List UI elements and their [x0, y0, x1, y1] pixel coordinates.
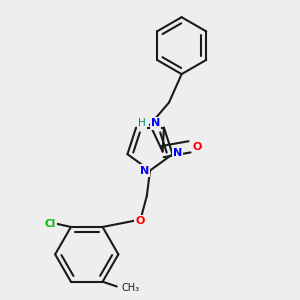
Text: N: N — [151, 118, 160, 128]
Text: O: O — [135, 216, 145, 226]
Text: CH₃: CH₃ — [122, 283, 140, 293]
Text: N: N — [140, 166, 149, 176]
Text: Cl: Cl — [45, 219, 56, 229]
Text: N: N — [173, 148, 182, 158]
Text: H: H — [138, 118, 146, 128]
Text: O: O — [193, 142, 202, 152]
